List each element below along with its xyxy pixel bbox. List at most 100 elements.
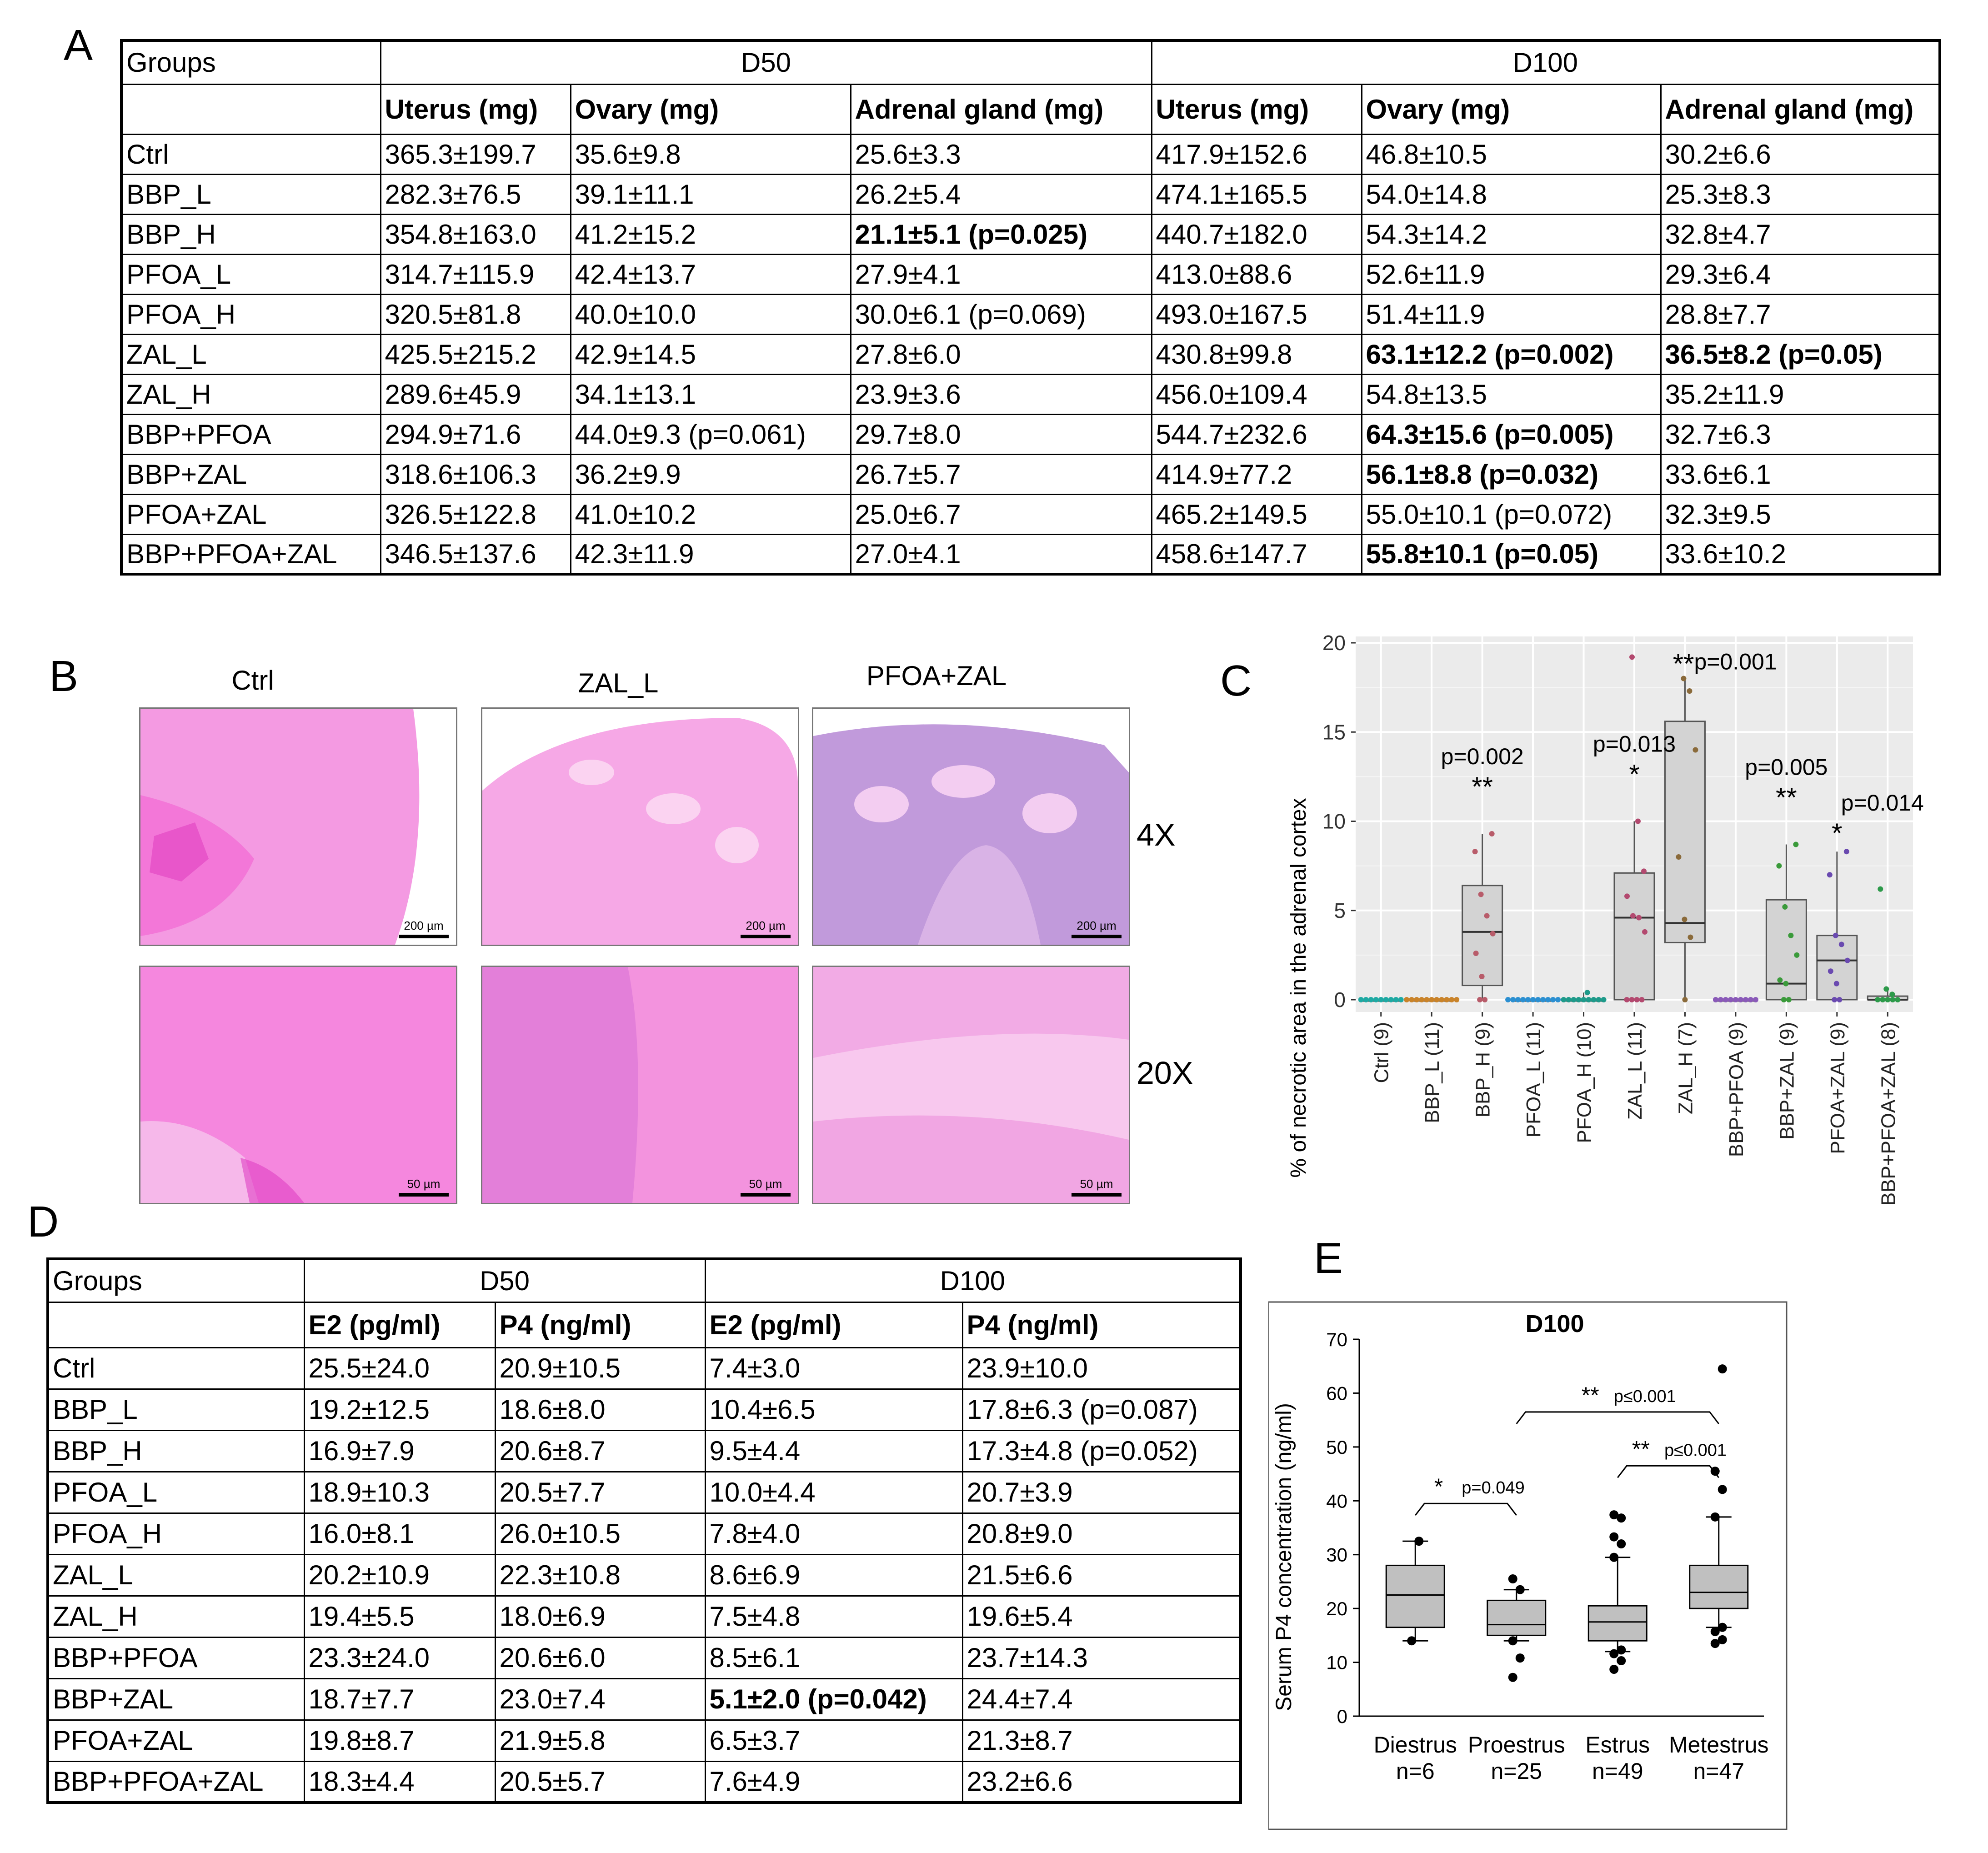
value-cell: 20.6±8.7 [494, 1429, 706, 1472]
panel-label-d: D [27, 1197, 59, 1246]
column-header: Adrenal gland (mg) [850, 83, 1152, 135]
table-row: Ctrl 365.3±199.7 35.6±9.8 25.6±3.3 417.9±152… [120, 133, 1941, 175]
value-cell: 52.6±11.9 [1361, 253, 1662, 295]
data-point [1718, 997, 1723, 1002]
x-tick-label: Metestrus [1669, 1732, 1769, 1758]
value-cell: 32.3±9.5 [1660, 493, 1941, 535]
sample-size-label: n=49 [1592, 1758, 1643, 1784]
value-cell: 8.5±6.1 [704, 1636, 963, 1679]
outlier-point [1515, 1653, 1525, 1663]
data-point [1875, 997, 1881, 1002]
data-point [1693, 747, 1698, 753]
value-cell: 30.2±6.6 [1660, 133, 1941, 175]
data-point [1843, 849, 1849, 855]
box [1689, 1564, 1749, 1609]
data-point [1535, 997, 1541, 1002]
y-tick-label: 70 [1326, 1329, 1347, 1350]
value-cell: 19.6±5.4 [961, 1595, 1242, 1638]
data-point [1889, 992, 1895, 997]
value-cell: 27.9±4.1 [850, 253, 1152, 295]
value-cell: 440.7±182.0 [1151, 213, 1362, 255]
x-tick-label: ZAL_H (7) [1674, 1022, 1697, 1114]
value-cell: 26.7±5.7 [850, 453, 1152, 495]
significance-bracket [1617, 1465, 1719, 1478]
value-cell: 21.1±5.1 (p=0.025) [850, 213, 1152, 255]
micrograph-ctrl-20x: 50 µm [139, 966, 457, 1204]
data-point [1880, 997, 1886, 1002]
significance-bracket [1516, 1411, 1719, 1424]
data-point [1429, 997, 1435, 1002]
table-row: PFOA+ZAL 19.8±8.7 21.9±5.8 6.5±3.7 21.3±8.7 [47, 1719, 1242, 1762]
data-point [1477, 997, 1483, 1002]
value-cell: 23.2±6.6 [961, 1760, 1242, 1803]
box [1587, 1605, 1647, 1642]
table-row: BBP_H 354.8±163.0 41.2±15.2 21.1±5.1 (p=0.0… [120, 213, 1941, 255]
empty-header-cell [120, 83, 381, 135]
box [1487, 1599, 1547, 1636]
value-cell: 5.1±2.0 (p=0.042) [704, 1678, 963, 1721]
value-cell: 41.2±15.2 [570, 213, 851, 255]
outlier-point [1710, 1512, 1720, 1522]
value-cell: 51.4±11.9 [1361, 293, 1662, 335]
value-cell: 33.6±10.2 [1660, 533, 1941, 575]
data-point [1634, 997, 1640, 1002]
value-cell: 18.0±6.9 [494, 1595, 706, 1638]
y-tick-label: 20 [1326, 1598, 1347, 1619]
value-cell: 36.5±8.2 (p=0.05) [1660, 333, 1941, 375]
outlier-point [1609, 1664, 1619, 1674]
value-cell: 27.8±6.0 [850, 333, 1152, 375]
data-point [1530, 997, 1536, 1002]
value-cell: 19.2±12.5 [303, 1388, 496, 1431]
value-cell: 20.5±5.7 [494, 1760, 706, 1803]
scale-bar: 200 µm [1072, 919, 1122, 938]
data-point [1827, 872, 1833, 878]
group-name-cell: PFOA_H [47, 1512, 305, 1555]
y-tick-label: 10 [1326, 1652, 1347, 1673]
value-cell: 18.3±4.4 [303, 1760, 496, 1803]
column-header: Uterus (mg) [380, 83, 571, 135]
data-point [1510, 997, 1516, 1002]
data-point [1713, 997, 1718, 1002]
value-cell: 19.8±8.7 [303, 1719, 496, 1762]
group-name-cell: PFOA+ZAL [47, 1719, 305, 1762]
outlier-point [1609, 1649, 1619, 1658]
significance-stars: ** [1632, 1436, 1650, 1462]
data-point [1373, 997, 1379, 1002]
sample-size-label: n=6 [1396, 1758, 1435, 1784]
data-point [1723, 997, 1728, 1002]
group-name-cell: BBP+PFOA [120, 413, 381, 455]
serum-p4-chart: D100 Serum P4 concentration (ng/ml) 0 10 2… [1268, 1301, 1788, 1830]
significance-stars: * [1434, 1474, 1443, 1499]
column-header: Ovary (mg) [1361, 83, 1662, 135]
x-tick-label: ZAL_L (11) [1624, 1022, 1646, 1120]
data-point [1629, 997, 1635, 1002]
outlier-point [1718, 1623, 1727, 1632]
value-cell: 29.3±6.4 [1660, 253, 1941, 295]
data-point [1555, 997, 1561, 1002]
data-point [1424, 997, 1430, 1002]
value-cell: 41.0±10.2 [570, 493, 851, 535]
y-tick-label: 60 [1326, 1382, 1347, 1404]
group-name-cell: ZAL_L [120, 333, 381, 375]
data-point [1753, 997, 1758, 1002]
box [1462, 885, 1503, 987]
value-cell: 7.6±4.9 [704, 1760, 963, 1803]
significance-stars: ** [1776, 782, 1797, 813]
group-name-cell: BBP_L [120, 173, 381, 215]
value-cell: 34.1±13.1 [570, 373, 851, 415]
data-point [1409, 997, 1415, 1002]
data-point [1540, 997, 1546, 1002]
data-point [1630, 913, 1636, 919]
outlier-point [1718, 1485, 1727, 1494]
value-cell: 465.2±149.5 [1151, 493, 1362, 535]
table-row: BBP+ZAL 18.7±7.7 23.0±7.4 5.1±2.0 (p=0.042)… [47, 1678, 1242, 1721]
group-name-cell: BBP+PFOA+ZAL [120, 533, 381, 575]
group-name-cell: ZAL_H [47, 1595, 305, 1638]
group-name-cell: ZAL_H [120, 373, 381, 415]
value-cell: 21.3±8.7 [961, 1719, 1242, 1762]
table-row: BBP+PFOA 294.9±71.6 44.0±9.3 (p=0.061) 29.7… [120, 413, 1941, 455]
x-tick-label: BBP+PFOA+ZAL (8) [1877, 1022, 1899, 1206]
box [1816, 935, 1858, 1001]
value-cell: 23.7±14.3 [961, 1636, 1242, 1679]
x-tick-label: BBP+ZAL (9) [1776, 1022, 1798, 1140]
